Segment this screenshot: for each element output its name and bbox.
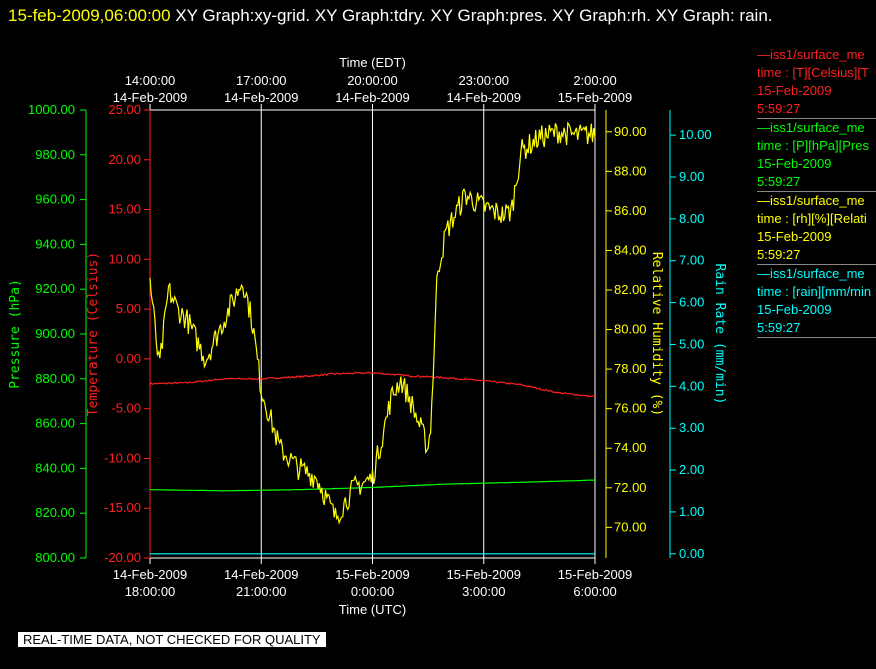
- legend-entry-line3: 5:59:27: [757, 247, 801, 262]
- rain-tick-label: 0.00: [679, 546, 704, 561]
- humidity-tick-label: 78.00: [614, 361, 647, 376]
- rain-tick-label: 4.00: [679, 378, 704, 393]
- rain-tick-label: 1.00: [679, 504, 704, 519]
- x-tick-label-top-time: 17:00:00: [236, 73, 287, 88]
- rain-tick-label: 5.00: [679, 336, 704, 351]
- humidity-tick-label: 76.00: [614, 401, 647, 416]
- temperature-tick-label: -15.00: [104, 500, 141, 515]
- x-tick-label-top-date: 14-Feb-2009: [224, 90, 298, 105]
- rain-tick-label: 6.00: [679, 295, 704, 310]
- pressure-axis-label: Pressure (hPa): [8, 279, 23, 389]
- pressure-tick-label: 860.00: [35, 416, 75, 431]
- rain-tick-label: 7.00: [679, 253, 704, 268]
- temperature-tick-label: 20.00: [108, 152, 141, 167]
- x-tick-label-bottom-time: 6:00:00: [573, 584, 616, 599]
- humidity-tick-label: 82.00: [614, 282, 647, 297]
- pressure-tick-label: 880.00: [35, 371, 75, 386]
- x-tick-label-bottom-date: 15-Feb-2009: [558, 567, 632, 582]
- pressure-tick-label: 900.00: [35, 326, 75, 341]
- humidity-tick-label: 70.00: [614, 519, 647, 534]
- pressure-tick-label: 840.00: [35, 460, 75, 475]
- pressure-tick-label: 940.00: [35, 236, 75, 251]
- pressure-tick-label: 960.00: [35, 192, 75, 207]
- rain-tick-label: 9.00: [679, 169, 704, 184]
- x-tick-label-bottom-time: 18:00:00: [125, 584, 176, 599]
- legend-entry-line3: 5:59:27: [757, 101, 801, 116]
- pressure-tick-label: 980.00: [35, 147, 75, 162]
- humidity-tick-label: 86.00: [614, 203, 647, 218]
- legend-entry-line3: 5:59:27: [757, 174, 801, 189]
- x-tick-label-bottom-time: 0:00:00: [351, 584, 394, 599]
- x-tick-label-top-date: 15-Feb-2009: [558, 90, 632, 105]
- temperature-tick-label: -10.00: [104, 450, 141, 465]
- rain-tick-label: 3.00: [679, 420, 704, 435]
- temperature-tick-label: 15.00: [108, 202, 141, 217]
- x-tick-label-top-date: 14-Feb-2009: [447, 90, 521, 105]
- humidity-tick-label: 90.00: [614, 124, 647, 139]
- x-axis-label-top: Time (EDT): [339, 55, 406, 70]
- humidity-tick-label: 88.00: [614, 163, 647, 178]
- legend-entry-line1: time : [rain][mm/min: [757, 284, 872, 299]
- temperature-tick-label: -5.00: [111, 401, 141, 416]
- legend: —iss1/surface_me time : [T][Celsius][T 15-…: [757, 46, 876, 338]
- legend-entry-series: —iss1/surface_me: [757, 120, 865, 135]
- x-tick-label-top-time: 20:00:00: [347, 73, 398, 88]
- x-tick-label-bottom-date: 15-Feb-2009: [447, 567, 521, 582]
- legend-entry-series: —iss1/surface_me: [757, 193, 865, 208]
- pressure-tick-label: 1000.00: [28, 102, 75, 117]
- temperature-tick-label: -20.00: [104, 550, 141, 565]
- x-tick-label-bottom-date: 14-Feb-2009: [224, 567, 298, 582]
- temperature-tick-label: 5.00: [116, 301, 141, 316]
- legend-entry-line2: 15-Feb-2009: [757, 302, 832, 317]
- legend-entry-line1: time : [rh][%][Relati: [757, 211, 867, 226]
- series-line-humidity: [149, 121, 596, 525]
- rain-tick-label: 10.00: [679, 127, 712, 142]
- series-line-pressure: [149, 479, 595, 492]
- quality-notice: REAL-TIME DATA, NOT CHECKED FOR QUALITY: [18, 632, 326, 647]
- humidity-tick-label: 84.00: [614, 242, 647, 257]
- pressure-tick-label: 800.00: [35, 550, 75, 565]
- legend-entry-line2: 15-Feb-2009: [757, 83, 832, 98]
- pressure-tick-label: 820.00: [35, 505, 75, 520]
- x-tick-label-top-time: 2:00:00: [573, 73, 616, 88]
- temperature-tick-label: 25.00: [108, 102, 141, 117]
- temperature-axis-label: Temperature (Celsius): [86, 252, 101, 416]
- humidity-tick-label: 74.00: [614, 440, 647, 455]
- x-tick-label-bottom-date: 14-Feb-2009: [113, 567, 187, 582]
- rain-tick-label: 2.00: [679, 462, 704, 477]
- x-tick-label-top-date: 14-Feb-2009: [335, 90, 409, 105]
- legend-entry-series: —iss1/surface_me: [757, 266, 865, 281]
- humidity-tick-label: 72.00: [614, 480, 647, 495]
- x-tick-label-bottom-time: 3:00:00: [462, 584, 505, 599]
- rain-tick-label: 8.00: [679, 211, 704, 226]
- humidity-tick-label: 80.00: [614, 322, 647, 337]
- graph-list: XY Graph:xy-grid. XY Graph:tdry. XY Grap…: [175, 6, 773, 25]
- x-tick-label-top-time: 14:00:00: [125, 73, 176, 88]
- x-tick-label-top-date: 14-Feb-2009: [113, 90, 187, 105]
- series-line-temperature: [149, 371, 596, 398]
- legend-entry-line3: 5:59:27: [757, 320, 801, 335]
- graph-title: 15-feb-2009,06:00:00 XY Graph:xy-grid. X…: [8, 2, 868, 30]
- temperature-tick-label: 10.00: [108, 251, 141, 266]
- legend-entry-line2: 15-Feb-2009: [757, 156, 832, 171]
- legend-entry-series: —iss1/surface_me: [757, 47, 865, 62]
- x-axis-label-bottom: Time (UTC): [339, 602, 406, 617]
- x-tick-label-bottom-time: 21:00:00: [236, 584, 287, 599]
- rain-axis-label: Rain Rate (mm/min): [712, 264, 727, 405]
- humidity-axis-label: Relative Humidity (%): [649, 252, 664, 416]
- x-tick-label-top-time: 23:00:00: [458, 73, 509, 88]
- temperature-tick-label: 0.00: [116, 351, 141, 366]
- legend-entry-line1: time : [P][hPa][Pres: [757, 138, 869, 153]
- legend-entry-line1: time : [T][Celsius][T: [757, 65, 869, 80]
- timestamp: 15-feb-2009,06:00:00: [8, 6, 171, 25]
- legend-entry-line2: 15-Feb-2009: [757, 229, 832, 244]
- pressure-tick-label: 920.00: [35, 281, 75, 296]
- x-tick-label-bottom-date: 15-Feb-2009: [335, 567, 409, 582]
